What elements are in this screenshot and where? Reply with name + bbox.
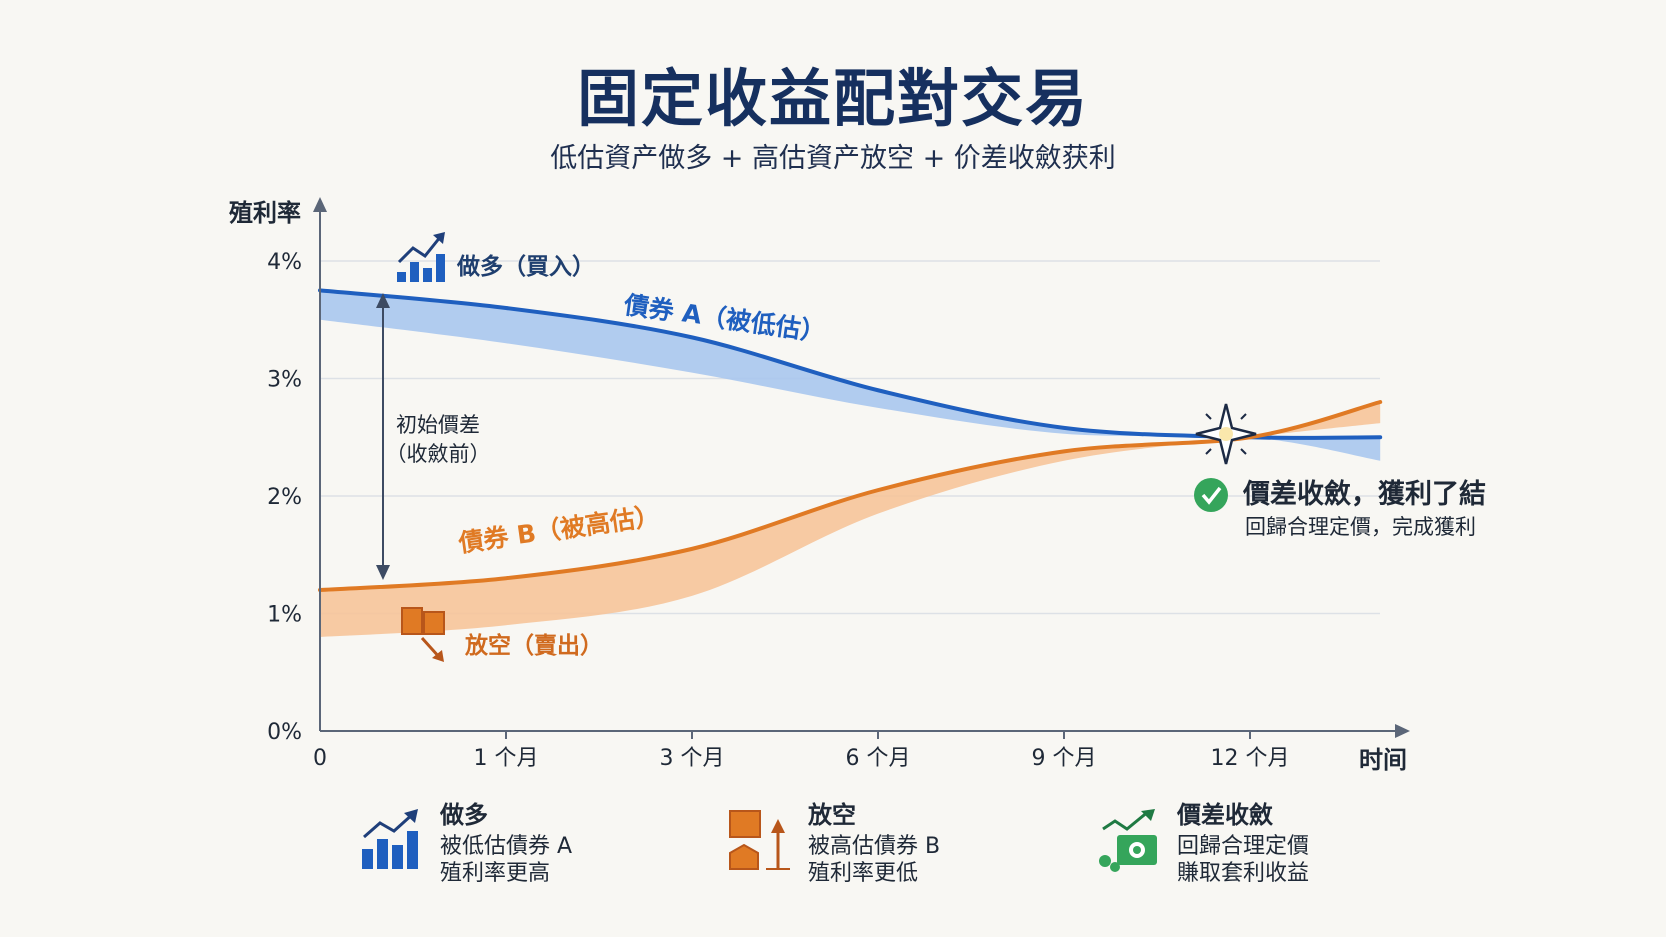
legend-line2-short: 殖利率更低 [808,861,919,886]
long-trend-icon [397,232,445,282]
money-convergence-icon [1099,809,1157,872]
legend-line1-converge: 回歸合理定價 [1177,834,1310,859]
chart-axes [313,197,1410,738]
y-axis-label: 殖利率 [229,199,301,227]
y-axis-arrow-icon [313,197,327,212]
initial-spread-arrow [376,293,390,580]
spread-label-line2: （收斂前） [386,442,491,466]
convergence-title: 價差收斂，獲利了結 [1242,478,1486,510]
series-band-bond-a [320,290,1381,461]
x-axis-label: 时间 [1359,746,1407,774]
legend-title-short: 放空 [808,801,856,829]
y-tick-label: 3% [267,368,302,393]
check-circle-icon [1194,478,1228,512]
x-tick-label: 3 个月 [660,746,725,771]
x-tick-label: 1 个月 [474,746,539,771]
y-tick-label: 1% [267,603,302,628]
x-tick-label: 0 [313,746,327,771]
legend-line1-long: 被低估債券 A [440,834,573,859]
x-axis-arrow-icon [1395,724,1410,738]
y-tick-label: 2% [267,485,302,510]
short-sell-icon [729,810,790,870]
convergence-subtitle: 回歸合理定價，完成獲利 [1245,515,1476,539]
y-tick-label: 4% [267,250,302,275]
series-band-bond-b [320,402,1381,637]
page-title: 固定收益配對交易 [576,62,1089,135]
spread-label-line1: 初始價差 [396,413,480,437]
x-tick-label: 12 个月 [1211,746,1290,771]
convergence-star-icon [1195,403,1257,465]
legend-title-converge: 價差收斂 [1177,801,1273,829]
legend-line2-converge: 賺取套利收益 [1177,861,1310,886]
axis-tick-labels: 0% 1% 2% 3% 4% 0 1 个月 3 个月 6 个月 9 个月 12 个月 [267,250,1289,771]
x-tick-label: 9 个月 [1032,746,1097,771]
legend-line2-long: 殖利率更高 [440,861,551,886]
legend-line1-short: 被高估債券 B [808,834,941,859]
legend-title-long: 做多 [440,801,488,829]
long-label: 做多（買入） [456,253,595,280]
y-tick-label: 0% [267,720,302,745]
series-label-bond-b: 債券 B（被高估） [456,501,662,558]
bar-chart-up-icon [362,809,418,869]
x-tick-label: 6 个月 [846,746,911,771]
short-sell-icon [401,607,445,662]
confidence-bands [320,290,1381,637]
short-label: 放空（賣出） [464,632,603,659]
page-subtitle: 低估資产做多 + 高估資产放空 + 价差收斂获利 [550,143,1116,174]
